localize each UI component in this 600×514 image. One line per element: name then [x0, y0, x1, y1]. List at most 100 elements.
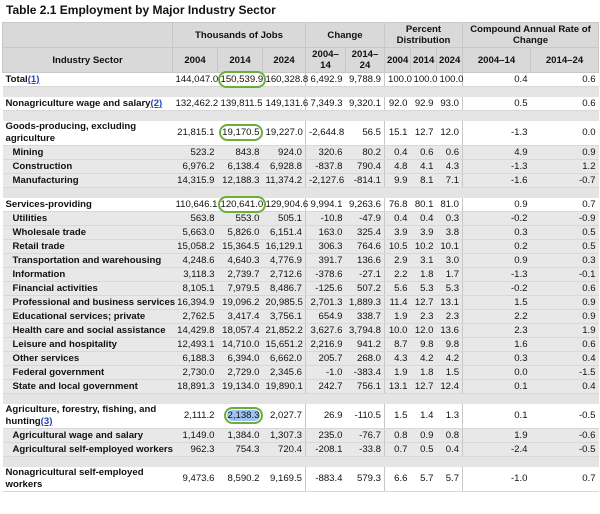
value-cell: 19,170.5 [217, 121, 263, 146]
cell-value: -378.6 [315, 269, 343, 280]
value-cell: 0.5 [410, 442, 437, 457]
value-cell: -383.4 [345, 365, 385, 380]
cell-value: 242.7 [318, 381, 343, 392]
cell-value: 2,739.7 [227, 269, 260, 280]
cell-value: 268.0 [356, 353, 381, 364]
table-row: Agriculture, forestry, fishing, and hunt… [2, 404, 599, 429]
cell-value: 0.9 [582, 297, 596, 308]
cell-value: 0.7 [394, 444, 408, 455]
value-cell: 81.0 [436, 198, 463, 212]
cell-value: 12.0 [440, 127, 460, 138]
row-label: Other services [2, 351, 173, 366]
cell-value: 1.9 [394, 367, 408, 378]
value-cell: 12.7 [410, 121, 437, 146]
cell-value: -837.8 [315, 161, 343, 172]
cell-value: 2.3 [514, 325, 528, 336]
value-cell: 0.2 [462, 239, 531, 254]
cell-value: 12.7 [414, 381, 434, 392]
table-row: Construction 6,976.2 6,138.4 6,928.8 -837.8 7… [2, 159, 599, 174]
footnote-link[interactable]: (2) [150, 98, 163, 109]
cell-value: 81.0 [440, 199, 460, 210]
value-cell: 4.9 [462, 145, 531, 160]
footnote-link[interactable]: (3) [40, 416, 53, 427]
cell-value: 0.1 [514, 381, 528, 392]
value-cell: 5.7 [436, 467, 463, 492]
value-cell: -0.6 [530, 428, 599, 443]
value-cell: 0.4 [410, 211, 437, 226]
cell-value: 205.7 [318, 353, 343, 364]
cell-value: 1.4 [420, 410, 434, 421]
row-label-text: Transportation and warehousing [12, 255, 162, 266]
cell-value: 306.3 [318, 241, 343, 252]
cell-value: 5.3 [445, 283, 460, 294]
cell-value: 11,374.2 [265, 175, 303, 186]
cell-value: 0.5 [514, 98, 528, 109]
cell-value: 654.9 [318, 311, 343, 322]
value-cell: 129,904.6 [262, 198, 308, 212]
cell-value: 8,105.1 [182, 283, 215, 294]
cell-value: 0.3 [514, 353, 528, 364]
value-cell: 100.0 [410, 72, 438, 87]
value-cell: 5,663.0 [172, 225, 218, 240]
cell-value: 4,640.3 [227, 255, 260, 266]
cell-value: 14,710.0 [222, 339, 260, 350]
value-cell: 9,788.9 [345, 72, 385, 87]
cell-value: 6.6 [394, 473, 408, 484]
value-cell: 19,227.0 [262, 121, 306, 146]
value-cell: 20,985.5 [262, 295, 306, 310]
cell-value: 4,776.9 [269, 255, 302, 266]
footnote-link[interactable]: (1) [27, 74, 40, 85]
cell-value: -0.9 [578, 213, 596, 224]
cell-value: 563.8 [190, 213, 215, 224]
cell-value: 139,811.5 [220, 98, 263, 109]
value-cell: 15,058.2 [172, 239, 218, 254]
value-cell: 10.0 [384, 323, 411, 338]
cell-value: 5.6 [394, 283, 408, 294]
table-row: Services-providing 110,646.1 120,641.0 129,… [2, 196, 599, 213]
header-2024: 2024 [262, 47, 306, 73]
cell-value: 4.8 [394, 161, 408, 172]
cell-value: 13.1 [388, 381, 408, 392]
row-label-text: Educational services; private [12, 311, 146, 322]
row-label-text: Manufacturing [12, 175, 79, 186]
cell-value: 136.6 [356, 255, 381, 266]
value-cell: 2,027.7 [262, 404, 306, 429]
cell-value: 21,815.1 [177, 127, 215, 138]
value-cell: 6,928.8 [262, 159, 306, 174]
value-cell: 0.1 [462, 404, 531, 429]
cell-value: 924.0 [277, 147, 302, 158]
cell-value: 9,263.6 [348, 199, 381, 210]
cell-value: 110,646.1 [175, 199, 218, 210]
cell-value: 19,134.0 [222, 381, 260, 392]
value-cell: 0.6 [530, 97, 599, 111]
cell-value: 9.8 [445, 339, 460, 350]
cell-value: 1,889.3 [348, 297, 381, 308]
cell-value: 12,188.3 [222, 175, 260, 186]
cell-value: 7,349.3 [310, 98, 343, 109]
cell-value: 941.2 [356, 339, 381, 350]
cell-value: 8.7 [394, 339, 408, 350]
cell-value: 13.1 [440, 297, 460, 308]
row-label-text: Agricultural wage and salary [12, 430, 144, 441]
value-cell: 12.4 [436, 379, 463, 394]
cell-value: 0.4 [420, 213, 434, 224]
cell-value: 1,307.3 [269, 430, 302, 441]
cell-value: 3,118.3 [183, 269, 215, 280]
value-cell: 6,662.0 [262, 351, 306, 366]
section-spacer [2, 110, 599, 121]
value-cell: 2.3 [410, 309, 437, 324]
value-cell: 2,111.2 [172, 404, 218, 429]
table-row: Agricultural wage and salary 1,149.0 1,384… [2, 428, 599, 443]
cell-value: -208.1 [315, 444, 343, 455]
value-cell: 0.8 [384, 428, 411, 443]
value-cell: 8.7 [384, 337, 411, 352]
cell-value: 4.9 [514, 147, 528, 158]
value-cell: -0.5 [530, 404, 599, 429]
cell-value: 325.4 [356, 227, 381, 238]
cell-value: 2,712.6 [269, 269, 302, 280]
value-cell: 0.4 [530, 379, 599, 394]
value-cell: 553.0 [217, 211, 263, 226]
spacer-cell [2, 393, 599, 404]
value-cell: 1.8 [410, 365, 437, 380]
value-cell: 3.8 [436, 225, 463, 240]
